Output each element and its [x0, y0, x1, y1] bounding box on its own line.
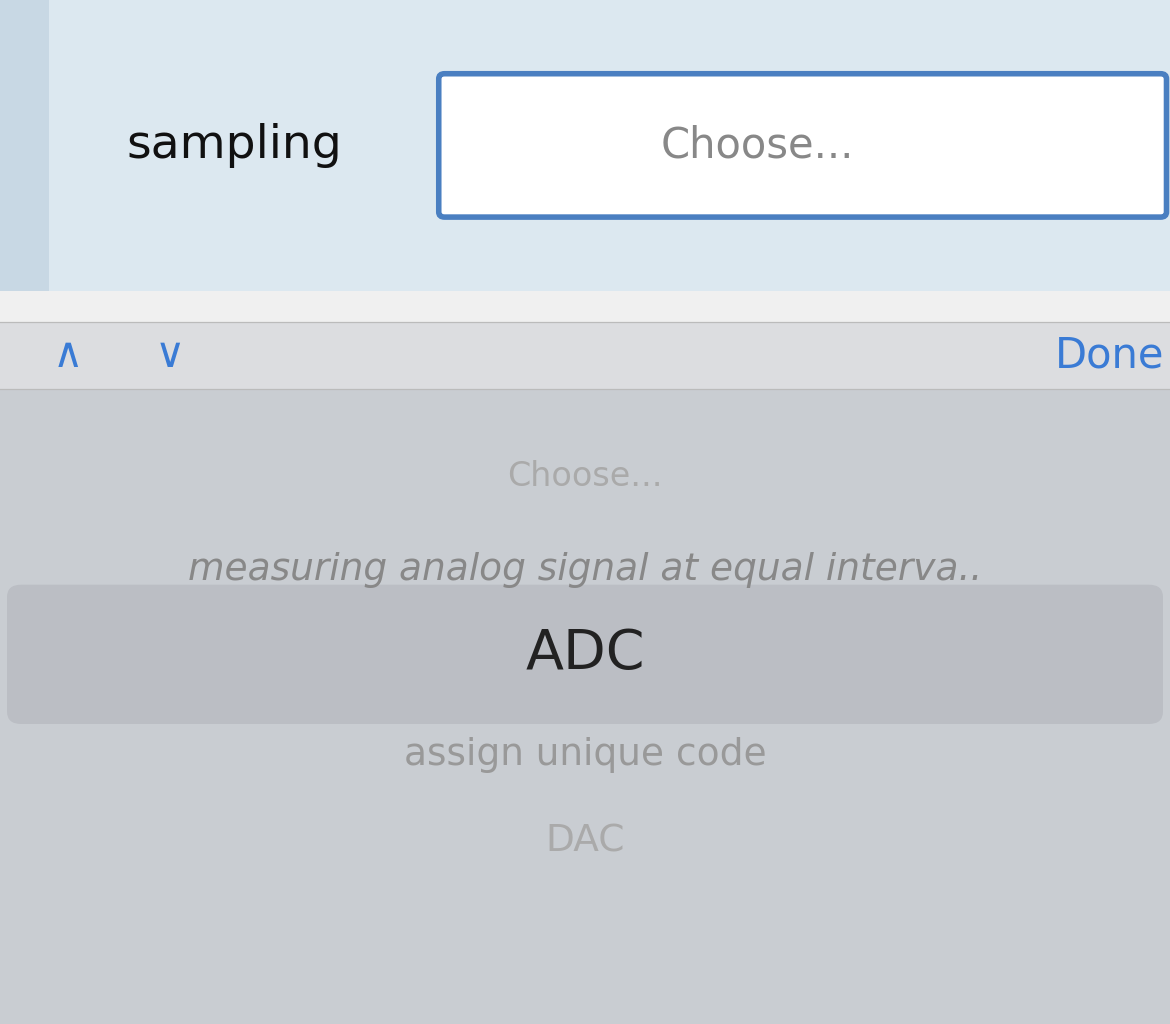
Text: sampling: sampling — [126, 123, 342, 168]
Bar — [0, 0, 1170, 291]
Text: ADC: ADC — [525, 628, 645, 681]
Bar — [0, 389, 1170, 1024]
FancyBboxPatch shape — [7, 585, 1163, 724]
Text: Done: Done — [1054, 334, 1164, 377]
Bar — [0, 322, 1170, 389]
Bar — [0, 291, 1170, 322]
Text: ∨: ∨ — [154, 334, 185, 377]
Bar — [0, 0, 49, 291]
Text: assign unique code: assign unique code — [404, 736, 766, 773]
Text: Choose...: Choose... — [661, 124, 854, 167]
Text: Choose...: Choose... — [508, 460, 662, 493]
Text: DAC: DAC — [545, 823, 625, 860]
FancyBboxPatch shape — [439, 74, 1166, 217]
Text: measuring analog signal at equal interva..: measuring analog signal at equal interva… — [188, 552, 982, 589]
Text: ∧: ∧ — [53, 334, 83, 377]
